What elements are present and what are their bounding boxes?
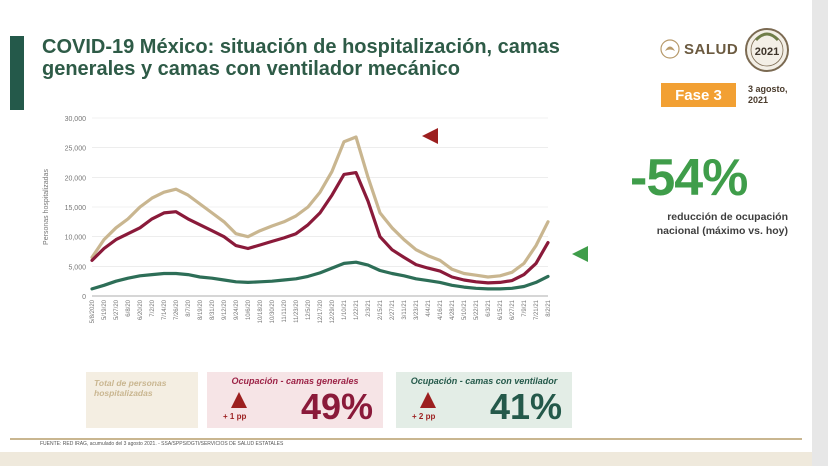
x-tick-label: 7/2/20 xyxy=(150,299,156,316)
general-occupancy-pct: 49% xyxy=(300,386,373,427)
x-tick-label: 5/8/2020 xyxy=(90,299,96,323)
x-tick-label: 1/22/21 xyxy=(354,299,360,320)
x-tick-label: 6/27/21 xyxy=(510,299,516,320)
legend-total-line-2: hospitalizadas xyxy=(94,388,153,398)
y-tick-label: 25,000 xyxy=(65,146,87,153)
y-tick-label: 5,000 xyxy=(68,264,86,271)
series-line-ventilator xyxy=(90,260,550,291)
legend-card-ventilator: Ocupación - camas con ventilador + 2 pp … xyxy=(396,372,572,428)
x-tick-label: 11/11/20 xyxy=(282,299,288,322)
y-tick-label: 15,000 xyxy=(65,205,87,212)
x-tick-label: 2/15/21 xyxy=(378,299,384,320)
x-tick-label: 5/27/20 xyxy=(114,299,120,320)
up-arrow-icon xyxy=(420,392,436,408)
legend-card-general: Ocupación - camas generales + 1 pp 49% xyxy=(207,372,383,428)
x-tick-label: 7/26/20 xyxy=(174,299,180,320)
title-line-1: COVID-19 México: situación de hospitaliz… xyxy=(42,36,560,58)
x-tick-label: 4/16/21 xyxy=(438,299,444,320)
x-tick-label: 5/10/21 xyxy=(462,299,468,320)
x-tick-label: 7/9/21 xyxy=(522,299,528,316)
date-line-2: 2021 xyxy=(748,95,769,105)
x-tick-label: 4/4/21 xyxy=(426,299,432,316)
salud-logo: SALUD xyxy=(660,34,738,64)
hospitalization-chart: 0 5,000 10,000 15,000 20,000 25,000 30,000 Pers… xyxy=(43,116,588,323)
x-tick-label: 8/31/20 xyxy=(210,299,216,320)
ventilator-occupancy-pct: 41% xyxy=(489,386,562,427)
x-tick-label: 12/5/20 xyxy=(306,299,312,320)
x-tick-label: 7/21/21 xyxy=(534,299,540,320)
x-tick-label: 10/30/20 xyxy=(270,299,276,323)
x-tick-label: 2/27/21 xyxy=(390,299,396,320)
legend-total-line-1: Total de personas xyxy=(94,378,167,388)
x-tick-label: 4/28/21 xyxy=(450,299,456,320)
y-tick-label: 10,000 xyxy=(65,235,87,242)
salud-wordmark: SALUD xyxy=(684,40,739,58)
title-line-2: generales y camas con ventilador mecánic… xyxy=(42,58,460,80)
legend-total-label: Total de personas hospitalizadas xyxy=(94,378,166,398)
reduction-description: reducción de ocupación nacional (máximo … xyxy=(620,210,788,238)
legend-card-total: Total de personas hospitalizadas xyxy=(86,372,198,428)
x-tick-label: 8/7/20 xyxy=(186,299,192,316)
anniversary-seal-icon: 2021 xyxy=(745,28,789,72)
x-tick-label: 9/12/20 xyxy=(222,299,228,320)
x-tick-label: 3/11/21 xyxy=(402,299,408,319)
page-title: COVID-19 México: situación de hospitaliz… xyxy=(42,36,602,80)
ventilator-change: + 2 pp xyxy=(412,412,436,421)
x-tick-label: 10/6/20 xyxy=(246,299,252,320)
seal-year: 2021 xyxy=(755,46,779,58)
series-line-general xyxy=(90,170,550,285)
phase-badge: Fase 3 xyxy=(661,83,736,107)
x-tick-label: 11/23/20 xyxy=(294,299,300,323)
general-card-title: Ocupación - camas generales xyxy=(231,376,359,386)
reduction-desc-line-1: reducción de ocupación xyxy=(667,211,788,223)
accent-bar xyxy=(10,36,24,110)
x-tick-label: 6/3/21 xyxy=(486,299,492,316)
x-tick-label: 6/20/20 xyxy=(138,299,144,320)
x-tick-label: 1/10/21 xyxy=(342,299,348,320)
x-tick-label: 9/24/20 xyxy=(234,299,240,320)
report-date: 3 agosto, 2021 xyxy=(748,84,808,106)
y-tick-label: 30,000 xyxy=(65,116,87,123)
x-tick-label: 8/2/21 xyxy=(546,299,552,316)
footer-divider xyxy=(10,438,802,440)
y-tick-label: 20,000 xyxy=(65,175,87,182)
x-tick-label: 6/15/21 xyxy=(498,299,504,320)
x-tick-label: 6/8/20 xyxy=(126,299,132,316)
peak-marker-icon xyxy=(422,128,438,144)
x-tick-label: 2/3/21 xyxy=(366,299,372,316)
reduction-percentage: -54% xyxy=(630,149,748,207)
y-tick-label: 0 xyxy=(82,294,86,301)
general-change: + 1 pp xyxy=(223,412,247,421)
up-arrow-icon xyxy=(231,392,247,408)
ventilator-card-title: Ocupación - camas con ventilador xyxy=(410,376,558,386)
source-footnote: FUENTE: RED IRAG, acumulado del 3 agosto… xyxy=(40,441,284,447)
series-line-total xyxy=(90,135,550,279)
x-tick-label: 8/19/20 xyxy=(198,299,204,320)
footer-strip xyxy=(0,452,812,466)
current-marker-icon xyxy=(572,246,588,262)
x-tick-label: 12/17/20 xyxy=(318,299,324,323)
y-axis-label: Personas hospitalizadas xyxy=(43,169,50,245)
x-tick-label: 7/14/20 xyxy=(162,299,168,320)
x-tick-label: 10/18/20 xyxy=(258,299,264,323)
x-tick-label: 12/29/20 xyxy=(330,299,336,323)
date-line-1: 3 agosto, xyxy=(748,84,788,94)
x-tick-label: 3/23/21 xyxy=(414,299,420,320)
x-tick-label: 5/19/20 xyxy=(102,299,108,320)
reduction-desc-line-2: nacional (máximo vs. hoy) xyxy=(656,225,788,237)
x-tick-label: 5/22/21 xyxy=(474,299,480,320)
eagle-emblem-icon xyxy=(660,39,680,59)
